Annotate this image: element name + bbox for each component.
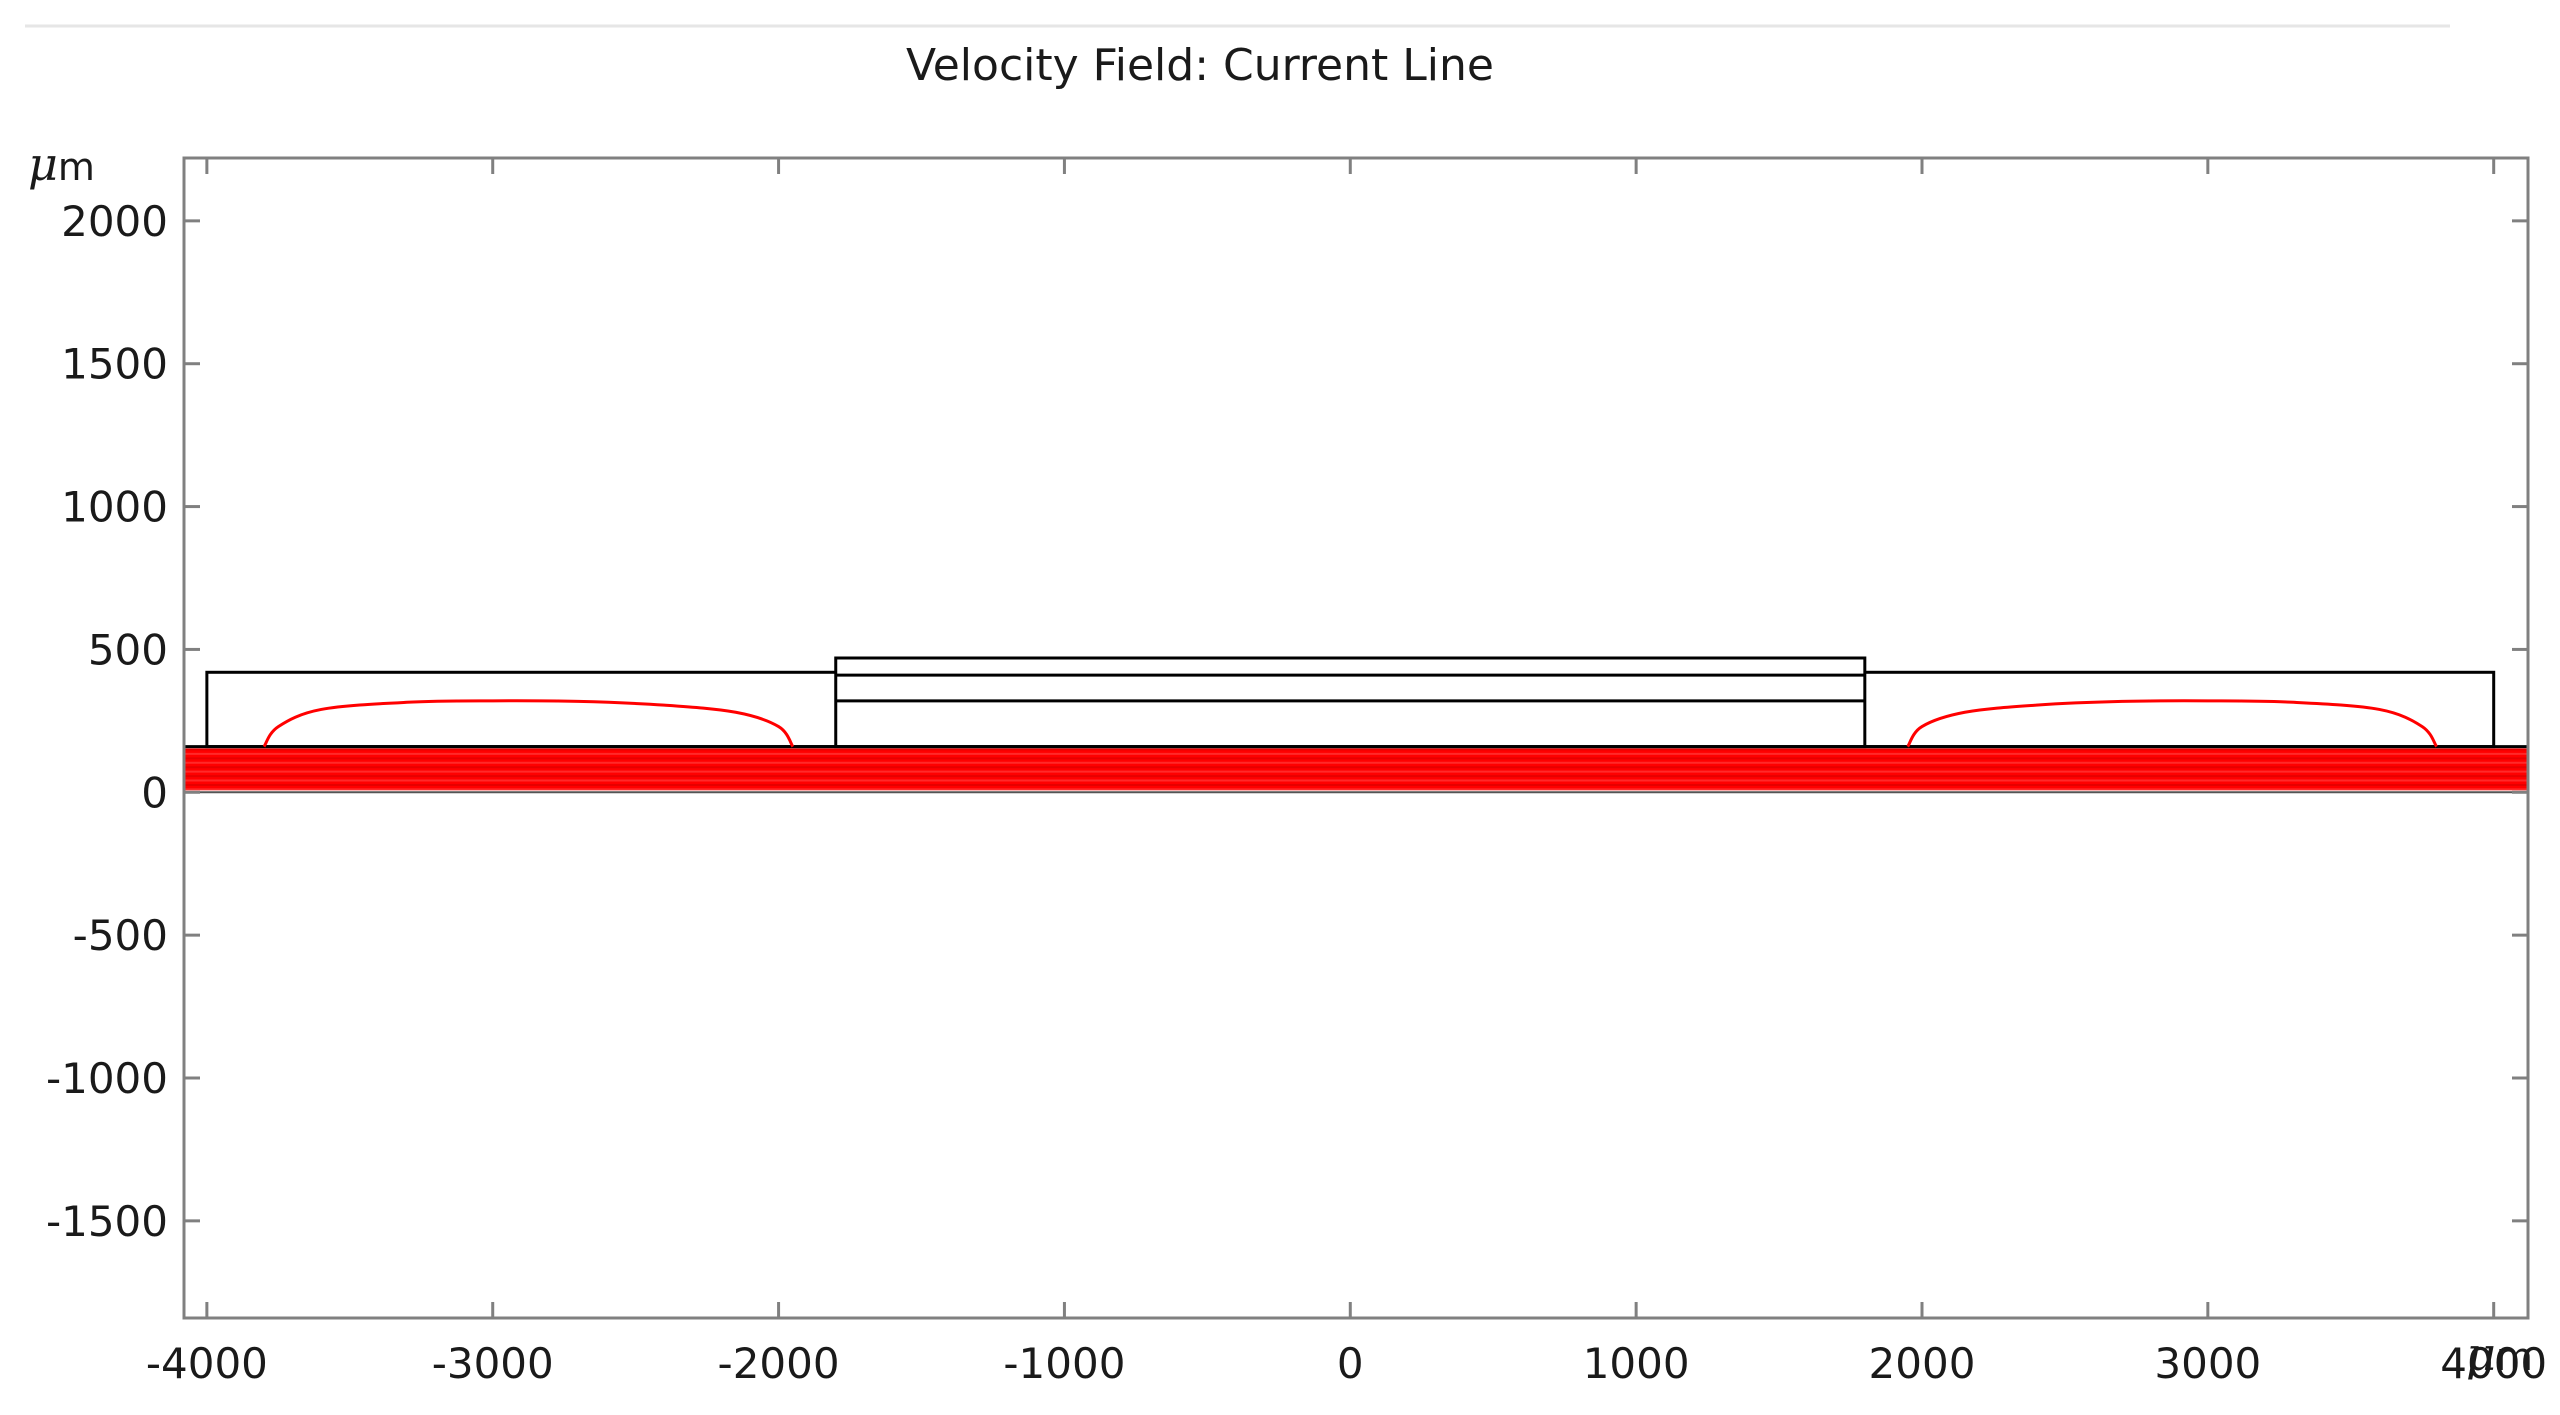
x-tick-label: 4000 bbox=[2440, 1339, 2547, 1388]
y-tick-label: 1000 bbox=[61, 483, 168, 532]
streamline-band bbox=[184, 748, 2528, 791]
x-tick-label: 3000 bbox=[2154, 1339, 2261, 1388]
y-tick-label: 1500 bbox=[61, 340, 168, 389]
y-tick-label: -1000 bbox=[46, 1054, 168, 1103]
x-tick-label: 2000 bbox=[1869, 1339, 1976, 1388]
streamline-right-arc bbox=[1906, 699, 2438, 748]
x-tick-label: -3000 bbox=[432, 1339, 554, 1388]
x-tick-label: -1000 bbox=[1003, 1339, 1125, 1388]
x-tick-label: -2000 bbox=[718, 1339, 840, 1388]
x-axis-unit-label: μm bbox=[2466, 1327, 2533, 1381]
streamline-left-arc bbox=[262, 699, 795, 748]
x-tick-label: -4000 bbox=[146, 1339, 268, 1388]
x-tick-label: 0 bbox=[1337, 1339, 1364, 1388]
plot-frame bbox=[182, 156, 2530, 1320]
y-tick-label: 2000 bbox=[61, 197, 168, 246]
y-axis-unit-label: μm bbox=[28, 137, 95, 191]
y-tick-label: 0 bbox=[141, 768, 168, 817]
x-tick-label: 1000 bbox=[1583, 1339, 1690, 1388]
plot-area: -4000 -3000 -2000 -1000 0 1000 2000 3000 4000 -15… bbox=[28, 137, 2547, 1388]
y-tick-label: 500 bbox=[88, 625, 168, 674]
chart-title: Velocity Field: Current Line bbox=[906, 40, 1494, 91]
y-tick-label: -500 bbox=[73, 911, 168, 960]
streamline-band-fill bbox=[184, 749, 2528, 790]
y-tick-label: -1500 bbox=[46, 1197, 168, 1246]
